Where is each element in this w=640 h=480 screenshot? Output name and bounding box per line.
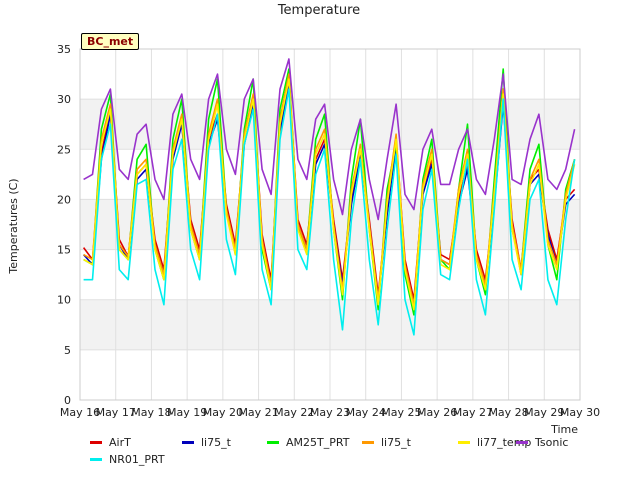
legend-swatch xyxy=(267,441,279,444)
legend-item: li77_temp xyxy=(458,436,531,449)
x-tick-label: May 29 xyxy=(524,406,564,419)
x-tick-label: May 25 xyxy=(381,406,421,419)
y-tick-label: 10 xyxy=(57,294,71,307)
series-layer xyxy=(82,58,576,336)
legend-label: NR01_PRT xyxy=(109,453,165,466)
legend-item: li75_t xyxy=(362,436,411,449)
chart-title: Temperature xyxy=(277,3,360,18)
y-tick-label: 30 xyxy=(57,93,71,106)
x-tick-label: May 26 xyxy=(417,406,457,419)
legend-swatch xyxy=(90,441,102,444)
legend-swatch xyxy=(90,458,102,461)
x-tick-label: May 18 xyxy=(131,406,171,419)
y-axis-title: Temperatures (C) xyxy=(7,178,20,274)
legend-swatch xyxy=(182,441,194,444)
legend-item: AirT xyxy=(90,436,131,449)
y-tick-label: 15 xyxy=(57,244,71,257)
site-badge: BC_met xyxy=(81,33,140,50)
y-tick-label: 35 xyxy=(57,43,71,56)
x-axis-title: Time xyxy=(550,423,578,436)
legend-label: AirT xyxy=(109,436,131,449)
legend-item: li75_t xyxy=(182,436,231,449)
legend-item: NR01_PRT xyxy=(90,453,165,466)
x-tick-label: May 23 xyxy=(310,406,350,419)
plot-area xyxy=(79,48,581,401)
legend-label: AM25T_PRT xyxy=(286,436,350,449)
y-tick-label: 5 xyxy=(64,344,71,357)
legend-label: Tsonic xyxy=(535,436,569,449)
y-tick-label: 20 xyxy=(57,193,71,206)
x-tick-label: May 21 xyxy=(238,406,278,419)
x-tick-label: May 19 xyxy=(167,406,207,419)
legend-item: Tsonic xyxy=(516,436,568,449)
y-tick-label: 0 xyxy=(64,394,71,407)
x-tick-label: May 20 xyxy=(203,406,243,419)
series-line-tsonic xyxy=(83,58,576,221)
x-tick-label: May 27 xyxy=(453,406,493,419)
y-tick-label: 25 xyxy=(57,143,71,156)
legend-swatch xyxy=(362,441,374,444)
legend-item: AM25T_PRT xyxy=(267,436,349,449)
legend-swatch xyxy=(458,441,470,444)
legend-swatch xyxy=(516,441,528,444)
x-tick-label: May 30 xyxy=(560,406,600,419)
x-tick-label: May 17 xyxy=(96,406,136,419)
series-line-nr01-prt xyxy=(83,88,576,336)
x-tick-label: May 28 xyxy=(488,406,528,419)
legend-label: li75_t xyxy=(201,436,231,449)
legend-label: li75_t xyxy=(381,436,411,449)
series-line-li77-temp xyxy=(83,78,576,311)
y-axis-ticks: 0 5 10 15 20 25 30 35 xyxy=(57,43,71,407)
x-tick-label: May 16 xyxy=(60,406,100,419)
x-tick-label: May 22 xyxy=(274,406,314,419)
legend-label: li77_temp xyxy=(477,436,532,449)
x-tick-label: May 24 xyxy=(346,406,386,419)
